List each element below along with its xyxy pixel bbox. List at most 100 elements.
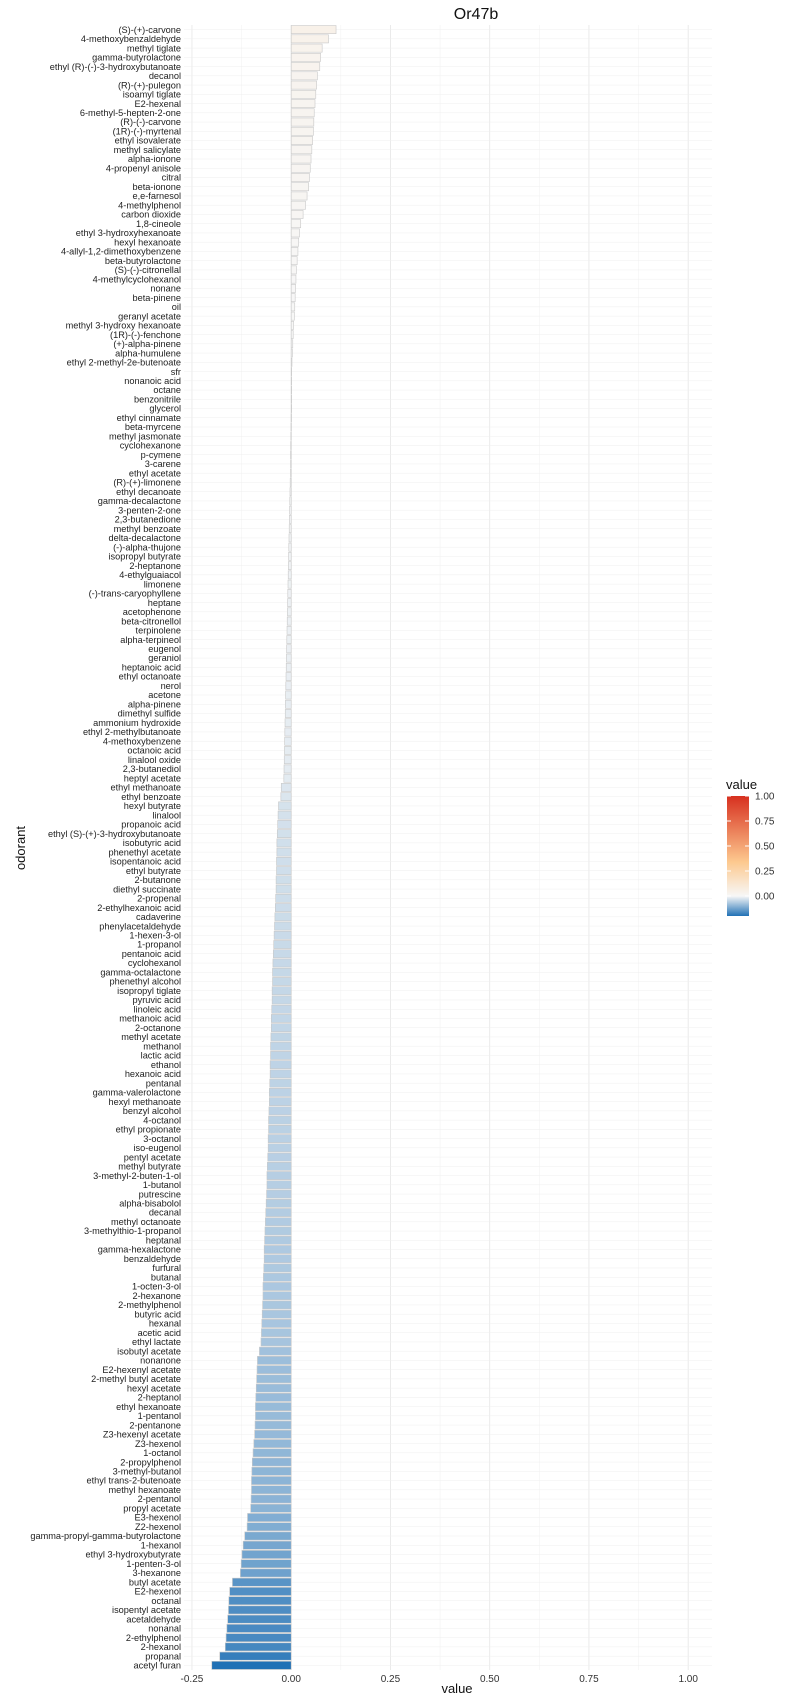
bar: [269, 1060, 292, 1070]
bar: [286, 644, 292, 654]
bar: [271, 1004, 292, 1014]
bar: [270, 1051, 292, 1060]
y-tick-label: citral: [162, 173, 181, 183]
legend-tick-label: 0.00: [755, 892, 775, 903]
y-tick-label: benzonitrile: [134, 394, 181, 404]
bar: [266, 1171, 292, 1180]
y-tick-label: methanol: [143, 1041, 181, 1051]
bar: [267, 1152, 292, 1162]
y-tick-label: hexyl hexanoate: [114, 237, 181, 247]
y-tick-label: alpha-terpineol: [120, 635, 181, 645]
bar: [273, 930, 292, 940]
y-tick-label: 1-hexen-3-ol: [129, 930, 181, 940]
legend-title: value: [726, 777, 757, 792]
bar: [262, 1282, 292, 1291]
y-tick-label: (R)-(-)-carvone: [120, 117, 181, 127]
y-tick-label: octanoic acid: [127, 746, 181, 756]
bar: [273, 940, 292, 949]
y-tick-label: (+)-alpha-pinene: [113, 339, 181, 349]
bar: [288, 552, 292, 561]
legend-tick-label: 0.25: [755, 867, 775, 878]
y-tick-label: gamma-butyrolactone: [92, 53, 181, 63]
bar: [227, 1614, 292, 1624]
bar: [288, 524, 292, 534]
y-tick-label: pyruvic acid: [132, 995, 181, 1005]
bar: [247, 1513, 292, 1522]
bar: [277, 820, 292, 829]
bar: [271, 1023, 292, 1033]
bar: [290, 265, 297, 275]
y-tick-label: alpha-bisabolol: [119, 1199, 181, 1209]
bar: [290, 62, 321, 71]
y-tick-label: 2-pentanol: [138, 1494, 181, 1504]
bar: [289, 478, 292, 487]
y-tick-label: 3-methyl-butanol: [113, 1467, 181, 1477]
y-tick-label: methyl benzoate: [114, 524, 181, 534]
bar: [255, 1383, 292, 1393]
y-tick-label: 4-methoxybenzene: [103, 736, 181, 746]
bar: [224, 1642, 292, 1652]
x-tick-label: 0.75: [579, 1674, 599, 1685]
y-tick-label: geranyl acetate: [118, 311, 181, 321]
y-tick-label: hexanal: [149, 1319, 181, 1329]
bar: [285, 681, 292, 691]
y-tick-label: isoamyl tiglate: [123, 90, 181, 100]
y-tick-label: ethyl 3-hydroxyhexanoate: [76, 228, 181, 238]
y-tick-label: (S)-(+)-carvone: [118, 25, 181, 35]
y-tick-label: methyl octanoate: [111, 1217, 181, 1227]
y-tick-label: glycerol: [149, 404, 181, 414]
y-tick-label: hexyl butyrate: [124, 801, 181, 811]
bar: [251, 1466, 292, 1476]
bar: [250, 1503, 292, 1513]
bar: [290, 25, 337, 34]
bar: [241, 1550, 292, 1559]
y-tick-label: oil: [172, 302, 181, 312]
y-tick-label: 2-pentanone: [129, 1420, 181, 1430]
y-tick-label: lactic acid: [141, 1051, 181, 1061]
bar: [290, 468, 292, 478]
y-axis-title: odorant: [13, 826, 28, 870]
y-tick-label: acetaldehyde: [126, 1614, 181, 1624]
y-tick-label: acetic acid: [138, 1328, 181, 1338]
bar: [276, 856, 292, 866]
bar: [275, 884, 292, 894]
legend-tick-label: 1.00: [755, 792, 775, 803]
bar: [242, 1540, 292, 1550]
bar: [240, 1568, 292, 1578]
y-tick-label: carbon dioxide: [121, 210, 181, 220]
bar: [284, 718, 292, 728]
y-tick-label: alpha-humulene: [115, 348, 181, 358]
y-tick-label: 1-penten-3-ol: [126, 1559, 181, 1569]
bar: [278, 801, 292, 811]
y-tick-label: cyclohexanone: [120, 441, 181, 451]
bar: [290, 293, 296, 302]
bar: [228, 1605, 292, 1615]
bar: [264, 1235, 292, 1245]
bar: [272, 977, 292, 986]
y-tick-label: nonanal: [148, 1624, 181, 1634]
y-tick-label: ethyl hexanoate: [116, 1402, 181, 1412]
y-tick-label: methyl acetate: [121, 1032, 181, 1042]
bar: [285, 672, 292, 681]
y-tick-label: 2-ethylphenol: [126, 1633, 181, 1643]
bar: [280, 783, 292, 792]
y-tick-label: propanoic acid: [121, 820, 181, 830]
y-tick-label: phenylacetaldehyde: [99, 921, 181, 931]
bar: [290, 182, 309, 192]
x-tick-label: 1.00: [678, 1674, 698, 1685]
y-tick-label: beta-myrcene: [125, 422, 181, 432]
bar: [290, 339, 294, 349]
bar: [271, 1014, 292, 1023]
bar: [256, 1365, 292, 1375]
bar: [290, 99, 316, 108]
legend-ticks: 1.00 0.75 0.50 0.25 0.00: [727, 792, 775, 903]
bar: [290, 154, 312, 164]
y-tick-label: 2-hexanol: [141, 1642, 181, 1652]
y-tick-label: acetyl furan: [134, 1661, 182, 1671]
y-tick-label: 2,3-butanediol: [123, 764, 181, 774]
y-tick-label: isopentyl acetate: [112, 1605, 181, 1615]
bar: [265, 1198, 292, 1208]
y-tick-label: hexyl acetate: [127, 1383, 181, 1393]
y-tick-label: isobutyl acetate: [117, 1346, 181, 1356]
